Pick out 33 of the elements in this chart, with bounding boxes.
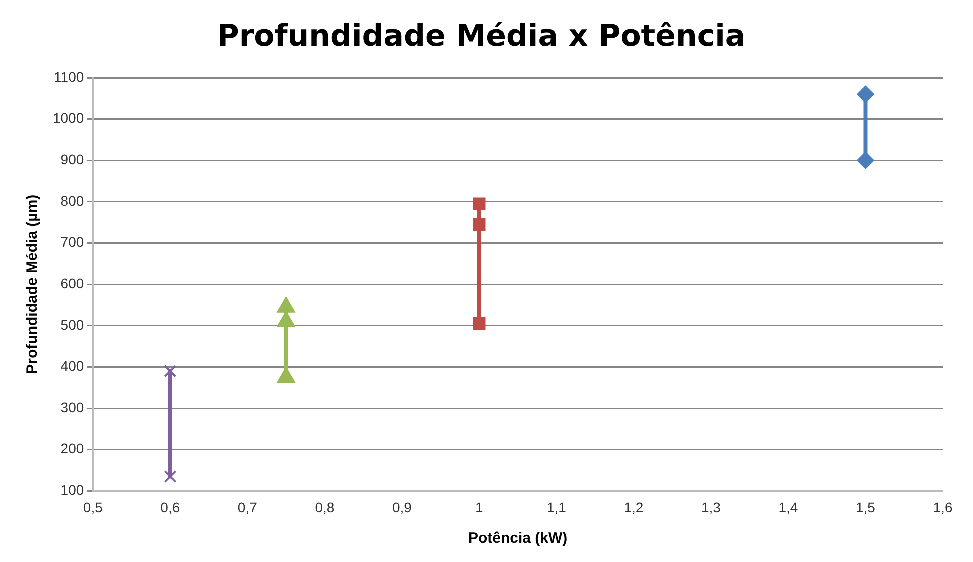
x-tick-label: 1,4: [778, 499, 798, 516]
point: [473, 198, 486, 210]
x-axis-title: Potência (kW): [468, 530, 568, 548]
y-tick-label: 1000: [52, 110, 84, 126]
y-tick-label: 400: [60, 358, 84, 374]
point: [164, 365, 177, 378]
point: [164, 470, 177, 484]
x-tick-label: 1,5: [856, 499, 876, 516]
x-tick-label: 0,8: [315, 499, 335, 516]
y-tick-label: 800: [60, 192, 84, 209]
x-tick-label: 1,2: [624, 499, 644, 516]
y-tick-label: 300: [60, 399, 84, 416]
y-tick-label: 100: [60, 482, 84, 498]
point: [473, 318, 486, 330]
point: [857, 152, 874, 170]
y-axis-title: Profundidade Média (µm): [24, 194, 42, 374]
point: [473, 218, 486, 231]
x-tick-label: 0,5: [83, 499, 104, 516]
x-tick-label: 1: [476, 499, 484, 516]
x-tick-label: 0,7: [238, 499, 258, 516]
x-tick-label: 0,6: [160, 499, 180, 516]
y-tick-label: 500: [60, 316, 84, 333]
x-tick-label: 1,6: [933, 499, 953, 516]
y-tick-label: 900: [60, 152, 84, 168]
y-tick-label: 600: [60, 275, 84, 292]
x-tick-label: 0,9: [392, 499, 412, 516]
point: [857, 86, 874, 104]
y-tick-label: 1100: [54, 68, 84, 85]
x-tick-label: 1,3: [701, 499, 722, 516]
y-tick-label: 200: [60, 440, 84, 457]
x-tick-label: 1,1: [546, 499, 567, 516]
y-tick-label: 700: [60, 234, 84, 250]
chart-title: Profundidade Média x Potência: [217, 18, 746, 54]
